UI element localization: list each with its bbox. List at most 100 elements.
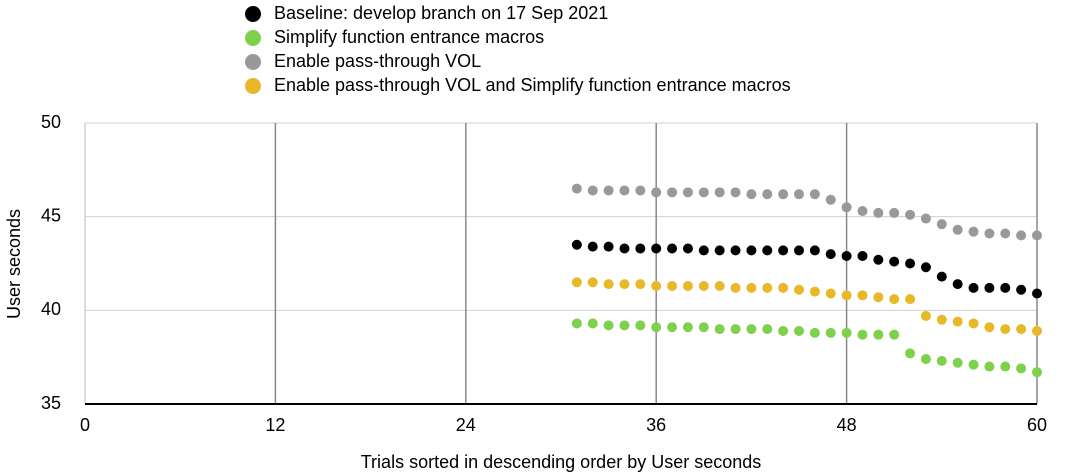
y-tick-label: 40 [41,299,61,319]
point [651,243,662,254]
point [889,207,900,218]
point [1016,230,1027,241]
x-tick-label: 0 [80,415,90,435]
point [873,329,884,340]
point [603,241,614,252]
point [920,354,931,365]
legend-label: Enable pass-through VOL and Simplify fun… [274,75,791,95]
point [1016,324,1027,335]
point [571,183,582,194]
y-tick-label: 45 [41,205,61,225]
point [587,241,598,252]
legend-label: Enable pass-through VOL [274,51,481,71]
point [682,187,693,198]
point [952,357,963,368]
point [952,279,963,290]
point [1000,282,1011,293]
point [841,202,852,213]
x-tick-label: 60 [1027,415,1047,435]
point [889,329,900,340]
point [746,245,757,256]
point [619,320,630,331]
x-tick-label: 12 [265,415,285,435]
point [809,245,820,256]
point [682,322,693,333]
point [603,185,614,196]
point [936,219,947,230]
point [698,280,709,291]
point [952,316,963,327]
point [873,207,884,218]
point [730,187,741,198]
point [920,310,931,321]
point [920,262,931,273]
point [587,277,598,288]
point [873,254,884,265]
point [571,239,582,250]
point [651,322,662,333]
x-tick-label: 24 [456,415,476,435]
point [936,271,947,282]
x-axis-label: Trials sorted in descending order by Use… [361,452,762,472]
point [603,320,614,331]
point [809,189,820,200]
point [794,284,804,295]
point [778,189,789,200]
point [794,325,804,336]
point [619,279,630,290]
point [905,209,916,220]
point [841,251,852,262]
point [635,279,646,290]
point [746,282,757,293]
point [920,213,931,224]
point [714,280,725,291]
point [936,355,947,366]
point [730,324,741,335]
point [571,277,582,288]
point [746,324,757,335]
point [682,243,693,254]
legend-marker [245,30,261,46]
point [1032,367,1042,378]
point [746,189,757,200]
point [841,290,852,301]
point [587,318,598,329]
point [603,279,614,290]
point [651,280,662,291]
point [698,322,709,333]
point [889,294,900,305]
point [984,228,995,239]
point [762,189,773,200]
point [587,185,598,196]
point [968,282,979,293]
point [825,249,836,260]
point [857,206,868,217]
point [905,258,916,269]
point [635,320,646,331]
legend-marker [245,54,261,70]
point [857,251,868,262]
x-tick-label: 36 [646,415,666,435]
point [905,348,916,359]
point [968,359,979,370]
point [873,292,884,303]
point [984,361,995,372]
point [794,245,804,256]
point [841,327,852,338]
point [635,185,646,196]
point [778,245,789,256]
point [809,286,820,297]
legend-label: Baseline: develop branch on 17 Sep 2021 [274,3,608,23]
point [1000,228,1011,239]
point [1016,284,1027,295]
point [667,322,678,333]
point [667,280,678,291]
point [667,187,678,198]
point [619,243,630,254]
y-axis-label: User seconds [4,209,24,319]
x-tick-label: 48 [837,415,857,435]
point [1032,230,1042,241]
point [984,322,995,333]
point [984,282,995,293]
legend-marker [245,78,261,94]
